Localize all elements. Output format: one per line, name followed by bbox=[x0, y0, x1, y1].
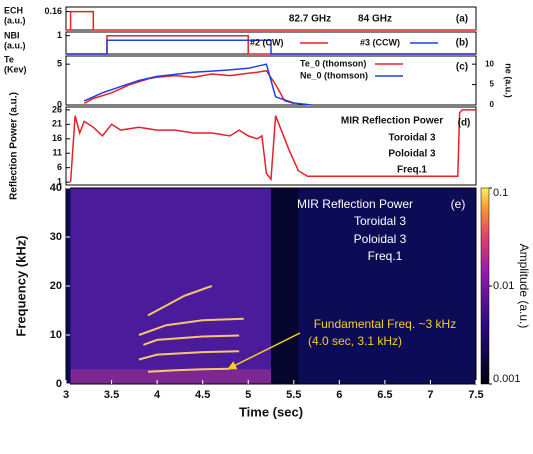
y-axis-label: NBI bbox=[4, 30, 20, 40]
colorbar-tick-label: 0.001 bbox=[493, 373, 521, 385]
series-line bbox=[83, 63, 313, 106]
harmonic-trace bbox=[147, 285, 213, 317]
y-tick-label: 6 bbox=[57, 162, 62, 172]
x-tick-label: 6.5 bbox=[377, 389, 392, 401]
panel-frame bbox=[65, 55, 477, 106]
y-axis-label: Frequency (kHz) bbox=[13, 235, 28, 336]
y-axis-label: (a.u.) bbox=[4, 15, 26, 25]
annotation: (c) bbox=[456, 62, 468, 73]
harmonic-trace bbox=[143, 334, 240, 346]
x-tick-label: 4.5 bbox=[195, 389, 210, 401]
y-axis-label: Reflection Power (a.u.) bbox=[9, 92, 20, 200]
x-tick-label: 6 bbox=[336, 389, 342, 401]
annotation: Freq.1 bbox=[397, 165, 427, 176]
y-tick-label: 26 bbox=[52, 104, 62, 114]
annotation: (e) bbox=[451, 197, 466, 211]
y-tick-label: 1 bbox=[57, 30, 62, 40]
annotation: MIR Reflection Power bbox=[297, 197, 413, 211]
y2-tick-label: 10 bbox=[485, 59, 494, 68]
y-tick-label: 11 bbox=[52, 148, 62, 158]
annotation: Freq.1 bbox=[368, 249, 403, 263]
y-tick-label: 5 bbox=[57, 59, 62, 69]
x-tick-label: 5 bbox=[245, 389, 251, 401]
x-tick-label: 3 bbox=[63, 389, 69, 401]
x-tick-label: 5.5 bbox=[286, 389, 301, 401]
annotation: MIR Reflection Power bbox=[341, 116, 443, 127]
annotation: Toroidal 3 bbox=[354, 214, 406, 228]
series-line bbox=[66, 10, 476, 31]
x-tick-label: 4 bbox=[154, 389, 161, 401]
annotation: 84 GHz bbox=[358, 14, 392, 25]
annotation: Fundamental Freq. ~3 kHz bbox=[314, 317, 456, 331]
y-tick-label: 0 bbox=[56, 378, 62, 390]
y-tick-label: 30 bbox=[50, 231, 62, 243]
y-tick-label: 21 bbox=[52, 119, 62, 129]
annotation: (4.0 sec, 3.1 kHz) bbox=[308, 334, 402, 348]
y-axis-label: (Kev) bbox=[4, 64, 27, 74]
y2-axis-label: ne (a.u.) bbox=[504, 63, 514, 98]
panel-frame bbox=[65, 6, 477, 31]
colorbar bbox=[480, 187, 490, 385]
legend-label: Ne_0 (thomson) bbox=[300, 70, 368, 80]
y-tick-label: 20 bbox=[50, 280, 62, 292]
y2-tick-label: 0 bbox=[490, 100, 495, 109]
annotation: (d) bbox=[458, 118, 471, 129]
panel-frame bbox=[65, 106, 477, 186]
spectrogram-low bbox=[70, 369, 271, 384]
x-tick-label: 3.5 bbox=[104, 389, 119, 401]
harmonic-trace bbox=[147, 367, 231, 373]
y-tick-label: 10 bbox=[50, 329, 62, 341]
x-axis-label: Time (sec) bbox=[239, 404, 303, 419]
annotation: (b) bbox=[456, 38, 469, 49]
annotation: Toroidal 3 bbox=[388, 133, 435, 144]
annotation: Poloidal 3 bbox=[388, 149, 436, 160]
legend-label: #3 (CCW) bbox=[360, 37, 400, 47]
y-tick-label: 0.16 bbox=[44, 6, 62, 16]
colorbar-tick-label: 0.1 bbox=[493, 187, 508, 199]
y-axis-label: Te bbox=[4, 54, 14, 64]
legend-label: #2 (CW) bbox=[250, 37, 284, 47]
harmonic-trace bbox=[138, 317, 244, 336]
series-line bbox=[83, 69, 294, 105]
series-line bbox=[66, 39, 476, 55]
colorbar-label: Amplitude (a.u.) bbox=[517, 244, 531, 329]
legend-label: Te_0 (thomson) bbox=[300, 58, 366, 68]
y-tick-label: 16 bbox=[52, 133, 62, 143]
colorbar-tick-label: 0.01 bbox=[493, 280, 514, 292]
annotation: Poloidal 3 bbox=[354, 232, 407, 246]
series-line bbox=[69, 109, 476, 183]
x-tick-label: 7 bbox=[427, 389, 433, 401]
annotation: (a) bbox=[456, 14, 468, 25]
y-axis-label: (a.u.) bbox=[4, 40, 26, 50]
harmonic-trace bbox=[138, 350, 240, 361]
annotation: 82.7 GHz bbox=[289, 14, 331, 25]
y-tick-label: 1 bbox=[57, 176, 62, 186]
spectrogram-dark bbox=[271, 188, 299, 384]
x-tick-label: 7.5 bbox=[468, 389, 483, 401]
annotation-arrow bbox=[227, 332, 301, 370]
y-tick-label: 0 bbox=[57, 99, 62, 109]
y-axis-label: ECH bbox=[4, 5, 23, 15]
y-tick-label: 40 bbox=[50, 182, 62, 194]
y2-tick-label: 5 bbox=[490, 80, 495, 89]
